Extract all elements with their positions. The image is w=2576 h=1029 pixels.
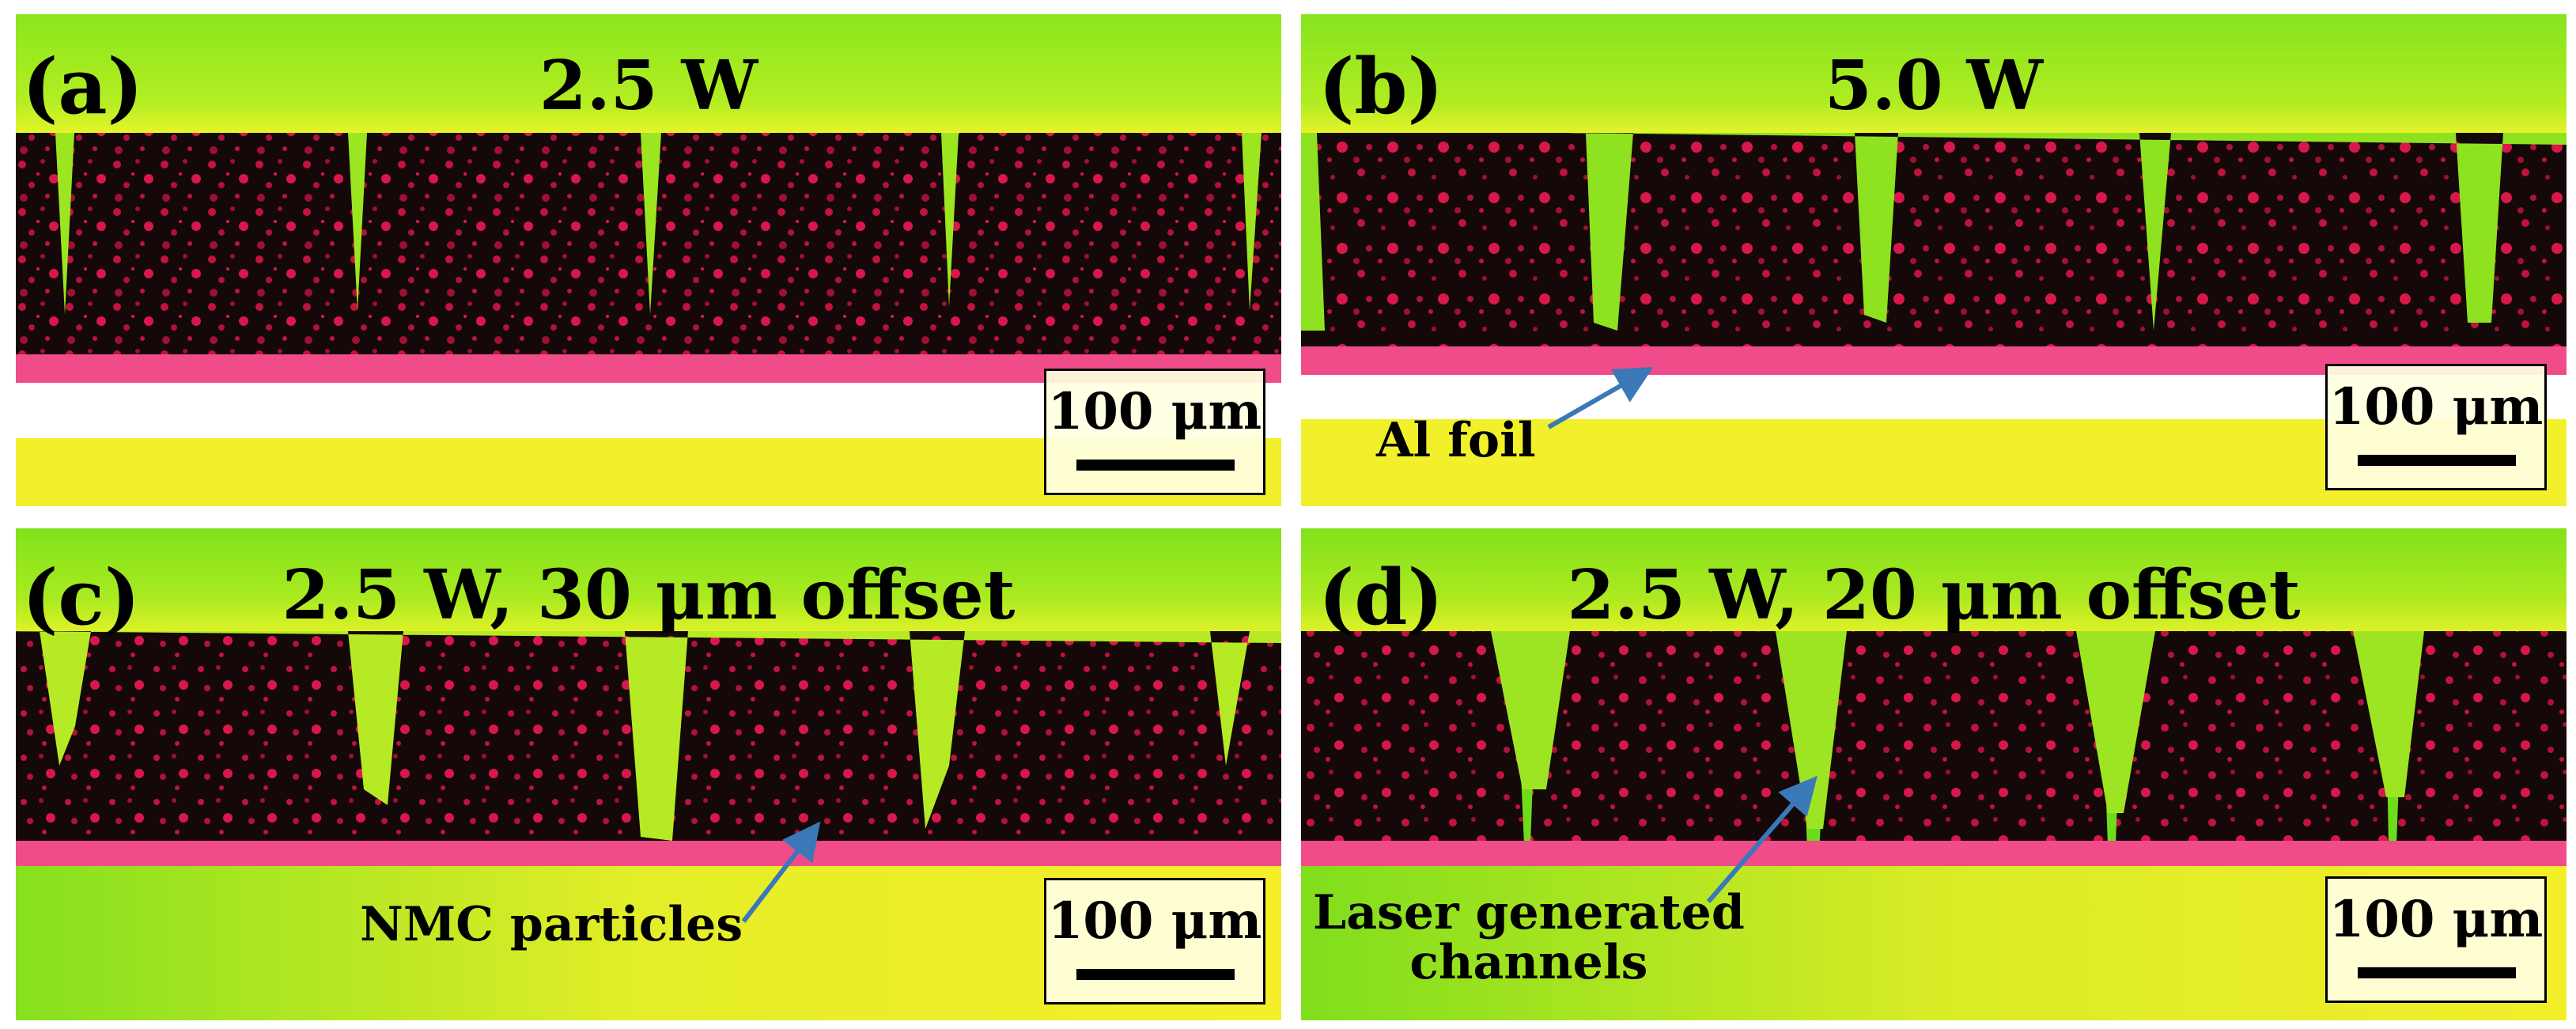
scale-bar-label: 100 μm (1047, 891, 1262, 951)
panel-label: (c) (22, 553, 141, 642)
scale-bar (1076, 460, 1235, 471)
micrograph-c (16, 528, 1281, 1020)
panel-label: (b) (1318, 42, 1443, 131)
scale-bar-label: 100 μm (1047, 382, 1262, 441)
panel-a: (a) 2.5 W 100 μm (16, 14, 1281, 506)
panel-b: (b) 5.0 W 100 μm Al foil (1301, 14, 2567, 506)
scale-bar-label: 100 μm (2328, 890, 2544, 949)
annotation-channels: Laser generated channels (1313, 888, 1745, 988)
scale-bar (1076, 969, 1235, 980)
micrograph-d (1301, 528, 2567, 1020)
annotation-channels-line2: channels (1409, 935, 1648, 990)
panel-title: 2.5 W, 20 μm offset (1567, 555, 2301, 635)
panel-title: 2.5 W, 30 μm offset (282, 555, 1016, 635)
scale-bar (2358, 455, 2516, 466)
scale-bar (2358, 967, 2516, 978)
scale-bar-box: 100 μm (1044, 878, 1265, 1004)
panel-d: (d) 2.5 W, 20 μm offset 100 μm Laser gen… (1301, 528, 2567, 1020)
panel-label: (a) (22, 42, 144, 131)
panel-label: (d) (1318, 553, 1443, 642)
panel-title: 2.5 W (539, 46, 758, 126)
scale-bar-box: 100 μm (2325, 364, 2547, 490)
scale-bar-label: 100 μm (2328, 377, 2544, 437)
scale-bar-box: 100 μm (2325, 876, 2547, 1003)
panel-c: (c) 2.5 W, 30 μm offset 100 μm NMC parti… (16, 528, 1281, 1020)
annotation-channels-line1: Laser generated (1313, 885, 1745, 940)
scale-bar-box: 100 μm (1044, 369, 1265, 495)
annotation-nmc-particles: NMC particles (360, 897, 743, 952)
panel-title: 5.0 W (1824, 46, 2044, 126)
annotation-al-foil: Al foil (1376, 413, 1536, 468)
